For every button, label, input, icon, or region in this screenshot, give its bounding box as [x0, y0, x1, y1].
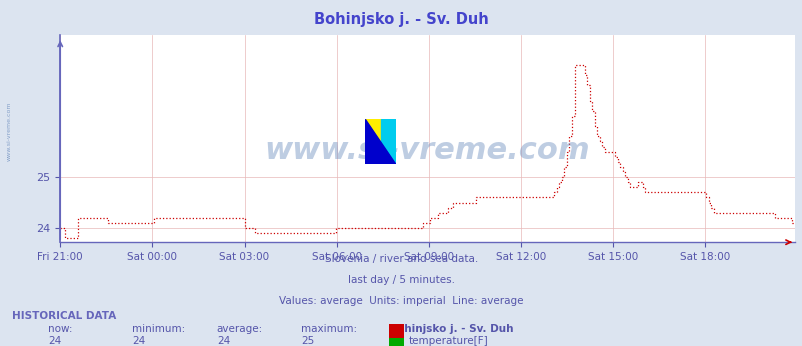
Text: 24: 24: [132, 336, 146, 346]
Text: last day / 5 minutes.: last day / 5 minutes.: [347, 275, 455, 285]
Text: Bohinjsko j. - Sv. Duh: Bohinjsko j. - Sv. Duh: [389, 324, 513, 334]
Text: 24: 24: [217, 336, 230, 346]
Text: minimum:: minimum:: [132, 324, 185, 334]
Text: Values: average  Units: imperial  Line: average: Values: average Units: imperial Line: av…: [279, 296, 523, 306]
Text: temperature[F]: temperature[F]: [408, 336, 488, 346]
Text: www.si-vreme.com: www.si-vreme.com: [265, 136, 589, 165]
Text: Bohinjsko j. - Sv. Duh: Bohinjsko j. - Sv. Duh: [314, 12, 488, 27]
Text: 25: 25: [301, 336, 314, 346]
Text: www.si-vreme.com: www.si-vreme.com: [7, 102, 12, 161]
Text: 24: 24: [48, 336, 62, 346]
Text: HISTORICAL DATA: HISTORICAL DATA: [12, 311, 116, 321]
Polygon shape: [365, 119, 380, 164]
Text: Slovenia / river and sea data.: Slovenia / river and sea data.: [325, 254, 477, 264]
Text: now:: now:: [48, 324, 73, 334]
Text: maximum:: maximum:: [301, 324, 357, 334]
Polygon shape: [380, 119, 395, 164]
Polygon shape: [365, 119, 395, 164]
Text: average:: average:: [217, 324, 263, 334]
